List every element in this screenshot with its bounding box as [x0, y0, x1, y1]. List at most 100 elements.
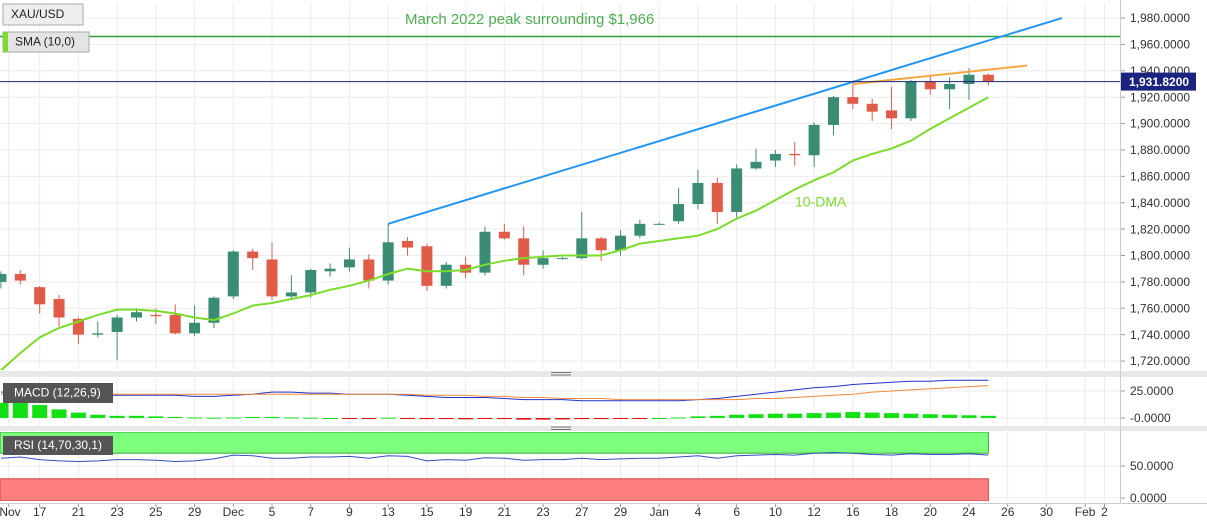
- x-tick-label: 19: [459, 505, 473, 519]
- macd-histogram-bar: [864, 412, 880, 418]
- candle-body: [111, 317, 123, 333]
- candle-body: [518, 238, 530, 265]
- macd-histogram-bar: [438, 418, 454, 420]
- candle-body: [847, 97, 859, 104]
- candle-body: [866, 103, 878, 112]
- macd-histogram-bar: [419, 418, 435, 420]
- panel-divider[interactable]: [0, 371, 1207, 377]
- x-tick-label: 26: [1001, 505, 1015, 519]
- macd-histogram-bar: [845, 412, 861, 418]
- x-tick-label: 21: [498, 505, 512, 519]
- trendline: [387, 17, 1063, 225]
- x-tick-label: 12: [807, 505, 821, 519]
- candle-body: [189, 322, 201, 334]
- y-tick-label: 1,800.0000: [1130, 249, 1190, 263]
- candle-body: [266, 259, 278, 297]
- macd-histogram-bar: [341, 418, 357, 419]
- indicator-box[interactable]: [3, 383, 113, 403]
- candle-body: [324, 268, 336, 272]
- macd-histogram-bar: [400, 418, 416, 419]
- macd-histogram-bar: [187, 417, 203, 419]
- candle-body: [92, 333, 104, 335]
- x-tick-label: 21: [72, 505, 86, 519]
- indicator-color: [3, 32, 8, 52]
- candle-body: [537, 258, 549, 265]
- macd-histogram-bar: [535, 418, 551, 420]
- macd-histogram-bar: [361, 418, 377, 419]
- candle-body: [479, 231, 491, 273]
- macd-histogram-bar: [651, 418, 667, 419]
- y-tick-label: 1,920.0000: [1130, 90, 1190, 104]
- candle-body: [72, 318, 84, 335]
- macd-histogram-bar: [380, 417, 396, 419]
- x-tick-label: 23: [536, 505, 550, 519]
- macd-line: [1, 385, 989, 401]
- panel-divider[interactable]: [0, 426, 1207, 431]
- candle-body: [285, 292, 297, 297]
- candle-body: [460, 264, 472, 273]
- candle-body: [944, 83, 956, 90]
- last-price-label: 1,931.8200: [1129, 75, 1189, 89]
- candle-body: [789, 153, 801, 156]
- annotation: 10-DMA: [795, 194, 847, 210]
- macd-histogram-bar: [613, 418, 629, 419]
- candle-body: [130, 312, 142, 318]
- macd-histogram-bar: [51, 409, 67, 418]
- macd-histogram-bar: [825, 412, 841, 418]
- indicator-box[interactable]: [3, 436, 113, 455]
- macd-histogram-bar: [167, 416, 183, 418]
- macd-histogram-bar: [12, 402, 28, 418]
- candle-body: [653, 223, 665, 225]
- symbol-title: XAU/USD: [11, 7, 65, 21]
- candle-body: [498, 231, 510, 239]
- candle-body: [382, 242, 394, 281]
- candle-body: [808, 124, 820, 156]
- candle-body: [731, 168, 743, 212]
- x-tick-label: 23: [110, 505, 124, 519]
- macd-histogram-bar: [903, 413, 919, 418]
- macd-histogram-bar: [574, 418, 590, 420]
- y-tick-label: 50.0000: [1130, 459, 1174, 473]
- macd-histogram-bar: [671, 417, 687, 419]
- y-tick-label: 1,720.0000: [1130, 354, 1190, 368]
- x-tick-label: 27: [575, 505, 589, 519]
- macd-histogram-bar: [767, 413, 783, 418]
- macd-histogram-bar: [729, 414, 745, 418]
- symbol-box[interactable]: [2, 3, 84, 26]
- macd-histogram-bar: [690, 416, 706, 418]
- x-tick-label: Dec: [223, 505, 244, 519]
- x-tick-label: 16: [846, 505, 860, 519]
- x-tick-label: 13: [381, 505, 395, 519]
- x-tick-label: 29: [614, 505, 628, 519]
- macd-histogram-bar: [303, 417, 319, 419]
- macd-histogram-bar: [884, 413, 900, 418]
- candle-body: [14, 273, 26, 281]
- macd-histogram-bar: [264, 416, 280, 418]
- candle-body: [886, 110, 898, 119]
- macd-histogram-bar: [961, 415, 977, 418]
- macd-histogram-bar: [283, 417, 299, 419]
- macd-histogram-bar: [206, 417, 222, 419]
- x-tick-label: 29: [188, 505, 202, 519]
- candle-body: [711, 182, 723, 212]
- x-tick-label: 24: [962, 505, 976, 519]
- macd-histogram-bar: [806, 413, 822, 418]
- panel: [0, 3, 1120, 370]
- candle-body: [827, 97, 839, 125]
- annotation: March 2022 peak surrounding $1,966: [405, 11, 654, 28]
- candle-body: [208, 297, 220, 323]
- y-tick-label: 25.0000: [1130, 384, 1174, 398]
- candle-body: [692, 182, 704, 205]
- candle-body: [963, 74, 975, 84]
- y-tick-label: 1,740.0000: [1130, 328, 1190, 342]
- candle-body: [247, 251, 259, 259]
- x-tick-label: 6: [733, 505, 740, 519]
- macd-histogram-bar: [109, 415, 125, 418]
- x-tick-label: 7: [307, 505, 314, 519]
- macd-histogram-bar: [593, 418, 609, 420]
- candle-body: [440, 264, 452, 286]
- y-tick-label: 1,880.0000: [1130, 143, 1190, 157]
- rsi-title: RSI (14,70,30,1): [14, 438, 102, 452]
- y-tick-label: 1,860.0000: [1130, 170, 1190, 184]
